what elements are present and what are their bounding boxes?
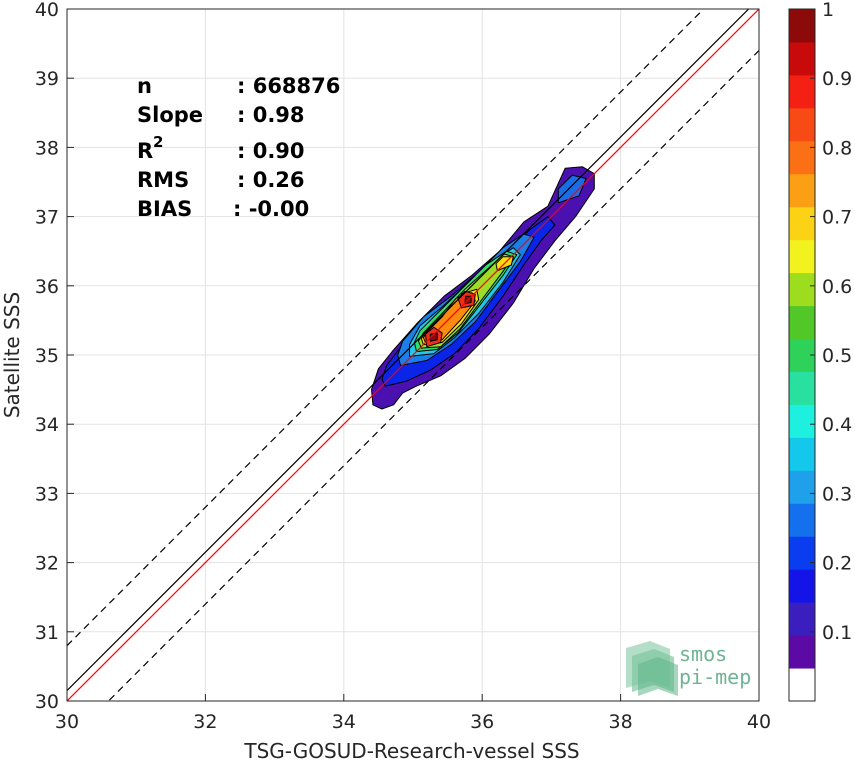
stat-rms-value: : 0.26 <box>237 168 305 192</box>
x-tick-label: 40 <box>747 711 771 733</box>
colorbar-tick-label: 0.3 <box>822 483 852 505</box>
colorbar-swatch <box>789 239 815 274</box>
colorbar-tick-label: 0.9 <box>822 68 852 90</box>
colorbar-swatch <box>789 536 815 570</box>
stat-slope-label: Slope <box>137 103 203 127</box>
x-axis-ticks: 30 32 34 36 38 40 <box>55 694 771 733</box>
stat-bias-value: : -0.00 <box>233 197 309 221</box>
identity-line <box>67 9 750 692</box>
y-tick-label: 30 <box>35 691 59 713</box>
colorbar-swatch <box>789 74 815 109</box>
colorbar-tick-label: 0.1 <box>822 622 852 644</box>
colorbar-swatch <box>789 437 815 471</box>
colorbar-tick-label: 0.4 <box>822 414 852 436</box>
logo-text-pimep: pi-mep <box>679 665 751 689</box>
colorbar-swatch <box>789 602 815 636</box>
colorbar-swatch <box>789 41 815 76</box>
contour-level-0.15 <box>557 174 587 204</box>
x-tick-label: 34 <box>332 711 356 733</box>
stat-rms-label: RMS <box>137 168 189 192</box>
lower-bound-line <box>107 50 759 701</box>
colorbar-swatch <box>789 9 815 43</box>
density-contours <box>371 166 595 410</box>
colorbar-swatch <box>789 107 815 142</box>
y-tick-label: 38 <box>35 137 59 159</box>
stat-n-label: n <box>137 74 152 98</box>
y-tick-label: 36 <box>35 276 59 298</box>
colorbar-swatch <box>789 470 815 504</box>
colorbar-swatch <box>789 272 815 307</box>
y-tick-label: 37 <box>35 207 59 229</box>
colorbar-swatch <box>789 173 815 208</box>
stat-r2-value: : 0.90 <box>237 139 305 163</box>
stat-bias-label: BIAS <box>137 197 192 221</box>
x-tick-label: 36 <box>470 711 494 733</box>
logo-text-smos: smos <box>679 642 727 666</box>
colorbar-swatch <box>789 404 815 438</box>
stats-box: n : 668876 Slope : 0.98 R 2 : 0.90 RMS :… <box>137 74 340 221</box>
colorbar-swatch <box>789 371 815 405</box>
y-tick-label: 34 <box>35 414 59 436</box>
contour-level-0.95 <box>429 332 438 342</box>
y-tick-label: 40 <box>35 0 59 21</box>
y-axis-ticks: 30 31 32 33 34 35 36 37 38 39 40 <box>35 0 74 713</box>
x-tick-label: 32 <box>193 711 217 733</box>
colorbar-tick-label: 1 <box>822 0 834 21</box>
stat-r2-label: R <box>137 139 153 163</box>
colorbar <box>788 8 816 702</box>
y-axis-label: Satellite SSS <box>0 292 24 418</box>
colorbar-tick-label: 0.6 <box>822 276 852 298</box>
smos-pimep-logo: smos pi-mep <box>626 641 751 696</box>
colorbar-tick-label: 0.8 <box>822 137 852 159</box>
x-axis-label: TSG-GOSUD-Research-vessel SSS <box>243 739 579 763</box>
colorbar-tick-label: 0.5 <box>822 345 852 367</box>
y-tick-label: 33 <box>35 483 59 505</box>
colorbar-swatch <box>789 206 815 241</box>
stat-slope-value: : 0.98 <box>237 103 305 127</box>
colorbar-tick-label: 0.2 <box>822 553 852 575</box>
regression-line <box>67 9 759 701</box>
x-tick-label: 38 <box>609 711 633 733</box>
stat-n-value: : 668876 <box>237 74 340 98</box>
logo-waves-icon <box>626 641 678 696</box>
y-tick-label: 32 <box>35 553 59 575</box>
y-tick-label: 31 <box>35 622 59 644</box>
colorbar-swatch <box>789 635 815 669</box>
x-tick-label: 30 <box>55 711 79 733</box>
colorbar-ticks: 0.1 0.2 0.3 0.4 0.5 0.6 0.7 0.8 0.9 1 <box>810 0 852 644</box>
colorbar-swatch <box>789 305 815 340</box>
upper-bound-line <box>67 9 705 647</box>
colorbar-swatch <box>789 140 815 175</box>
colorbar-swatch <box>789 503 815 537</box>
colorbar-swatch <box>789 668 815 702</box>
stat-r2-superscript: 2 <box>153 133 163 151</box>
reference-lines <box>67 9 759 701</box>
y-tick-label: 39 <box>35 68 59 90</box>
colorbar-swatch <box>789 569 815 603</box>
colorbar-tick-label: 0.7 <box>822 207 852 229</box>
y-tick-label: 35 <box>35 345 59 367</box>
